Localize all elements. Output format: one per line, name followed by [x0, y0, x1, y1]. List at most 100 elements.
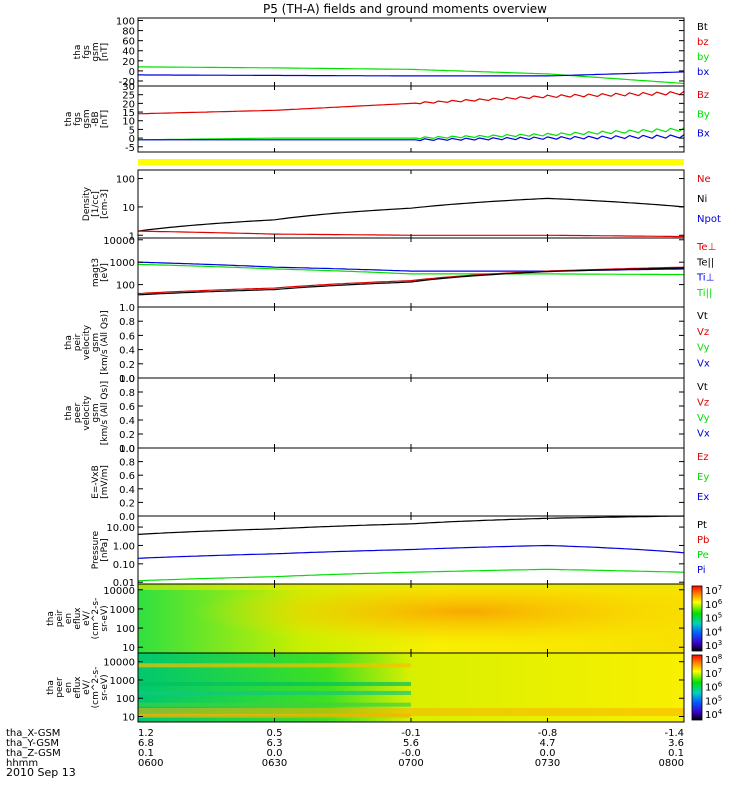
panel-efield: Ez Ey Ex 0.0 0.2 0.4 0.6 0.8 1.0 E=-VxB [mV/m]	[91, 444, 709, 523]
svg-text:[mV/m]: [mV/m]	[100, 465, 110, 499]
legend-entry: Bx	[697, 129, 710, 140]
legend-entry: Vz	[697, 327, 709, 338]
series-line-fgm-2	[138, 134, 685, 142]
y-tick-label: 1.0	[119, 444, 135, 455]
colorbar-tick: 107	[705, 584, 722, 597]
colorbar-tick: 106	[705, 598, 723, 611]
y-axis-label-peir: tha peir velocity gsm [km/s (All Qs)]	[64, 310, 110, 374]
svg-text:[km/s (All Qs)]: [km/s (All Qs)]	[100, 381, 110, 445]
y-tick-label: 10	[122, 117, 135, 128]
legend-entry: by	[697, 52, 709, 63]
svg-text:tha: tha	[46, 680, 56, 695]
legend-entry: Vx	[697, 358, 710, 369]
legend-entry: Pi	[697, 565, 706, 576]
ephemeris-value: 0800	[659, 758, 684, 769]
y-tick-label: 0.0	[119, 512, 135, 523]
panel-frame	[137, 237, 685, 308]
y-tick-label: 10	[122, 643, 135, 654]
ephemeris-value: 0.1	[138, 748, 154, 759]
svg-text:[1/cc]: [1/cc]	[91, 191, 101, 217]
y-tick-label: 20	[122, 57, 135, 68]
svg-text:[nPa]: [nPa]	[100, 538, 110, 561]
y-tick-label: 5	[129, 125, 135, 136]
y-tick-label: 10000	[103, 658, 135, 669]
ephemeris-row-label: tha_X-GSM	[6, 728, 60, 739]
ephemeris-value: 6.3	[267, 738, 283, 749]
panel-peir: Vt Vz Vy Vx 0.0 0.2 0.4 0.6 0.8 1.0 tha peir velocit…	[64, 303, 710, 385]
y-tick-label: 1000	[110, 605, 135, 616]
svg-text:[km/s (All Qs)]: [km/s (All Qs)]	[100, 310, 110, 374]
spectrogram-peir_eflux	[138, 584, 684, 653]
legend-entry: Vy	[697, 413, 710, 424]
ephemeris-value: 0630	[262, 758, 287, 769]
series-line-pressure-2	[137, 568, 685, 582]
y-tick-label: 15	[122, 108, 135, 119]
series-line-fgs-0	[138, 66, 685, 85]
y-tick-label: 0.0	[119, 374, 135, 385]
legend-entry: Bt	[697, 22, 708, 33]
svg-text:(cm^2-s-: (cm^2-s-	[91, 598, 101, 640]
ephemeris-value: 0.0	[540, 748, 556, 759]
svg-text:tha: tha	[64, 406, 74, 421]
y-tick-label: 25	[122, 91, 135, 102]
panel-peer: Vt Vz Vy Vx 0.0 0.2 0.4 0.6 0.8 1.0 tha peer velocit…	[64, 374, 710, 455]
svg-text:tha: tha	[46, 611, 56, 626]
ephemeris-value: 4.7	[540, 738, 556, 749]
y-tick-label: 0	[129, 134, 135, 145]
y-tick-label: 0.6	[119, 471, 135, 482]
y-axis-label-fgs: tha fgs gsm [nT]	[73, 42, 110, 61]
svg-text:tha: tha	[73, 45, 83, 60]
colorbar-tick: 105	[705, 612, 722, 625]
y-tick-label: 0.6	[119, 331, 135, 342]
series-line-temperature-1	[137, 263, 685, 276]
ephemeris-value: 6.8	[138, 738, 154, 749]
y-tick-label: 40	[122, 47, 135, 58]
svg-text:[nT]: [nT]	[100, 110, 110, 128]
ephemeris-value: -0.1	[401, 728, 421, 739]
legend-entry: bz	[697, 37, 709, 48]
ephemeris-value: 1.2	[138, 728, 154, 739]
ephemeris-value: 0.5	[267, 728, 283, 739]
svg-text:velocity: velocity	[82, 324, 92, 360]
y-tick-label: 0.0	[119, 444, 135, 455]
legend-entry: Ti||	[696, 288, 712, 299]
series-line-pressure-0	[137, 515, 685, 535]
panel-frame	[137, 377, 685, 449]
legend-entry: Vy	[697, 343, 710, 354]
y-tick-label: 0	[129, 67, 135, 78]
y-axis-label-temperature: magt3 [eV]	[91, 258, 110, 287]
y-tick-label: 80	[122, 27, 135, 38]
ephemeris-value: 0600	[138, 758, 163, 769]
svg-text:en: en	[64, 613, 74, 624]
svg-text:eflux: eflux	[73, 676, 83, 699]
panel-frame	[137, 447, 685, 517]
series-line-density-0	[137, 197, 685, 232]
y-tick-label: 0.8	[119, 317, 135, 328]
colorbar-tick: 108	[705, 653, 722, 666]
date-label: 2010 Sep 13	[6, 766, 76, 779]
svg-text:Density: Density	[82, 186, 92, 221]
y-tick-label: 1000	[110, 258, 135, 269]
ephemeris-value: -0.8	[538, 728, 558, 739]
y-tick-label: 100	[116, 175, 135, 186]
svg-text:en: en	[64, 682, 74, 693]
y-tick-label: 20	[122, 99, 135, 110]
colorbar-tick: 105	[705, 694, 722, 707]
y-tick-label: 100	[116, 694, 135, 705]
svg-text:fgs: fgs	[73, 112, 83, 126]
legend-entry: Bz	[697, 90, 709, 101]
y-tick-label: 10.00	[106, 523, 135, 534]
series-line-temperature-3	[137, 267, 685, 296]
ephemeris-row-label: hhmm	[6, 758, 38, 769]
y-tick-label: 0.2	[119, 498, 135, 509]
y-tick-label: 0.10	[113, 560, 135, 571]
y-axis-label-density: Density [1/cc] [cm-3]	[82, 186, 110, 221]
y-tick-label: 10	[122, 203, 135, 214]
ephemeris-value: 0700	[398, 758, 423, 769]
series-line-fgm-1	[138, 127, 685, 141]
legend-entry: Vt	[697, 382, 708, 393]
